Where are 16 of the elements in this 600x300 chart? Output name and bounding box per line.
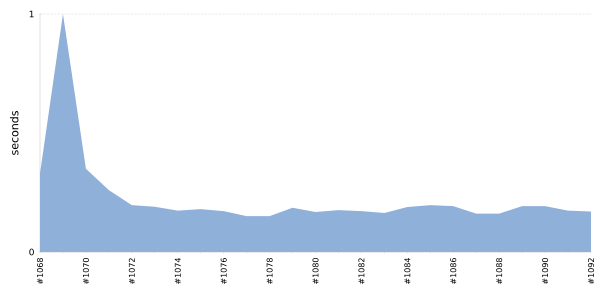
y-axis-title: seconds [10, 111, 18, 155]
x-tick-label: #1074 [174, 258, 181, 284]
y-tick-label: 1 [30, 10, 34, 18]
x-tick-label: #1086 [450, 258, 456, 284]
x-tick-label: #1084 [404, 258, 410, 284]
x-tick-label: #1070 [82, 258, 89, 284]
x-tick-label: #1080 [312, 258, 319, 284]
x-tick-label: #1078 [266, 258, 273, 284]
x-tick-label: #1068 [36, 258, 44, 284]
x-tick-label: #1072 [128, 258, 135, 284]
y-tick-label: 0 [29, 248, 34, 256]
x-tick-label: #1088 [496, 258, 502, 284]
x-tick-label: #1076 [220, 258, 227, 284]
x-tick-label: #1092 [588, 258, 594, 284]
x-tick-label: #1082 [358, 258, 364, 284]
x-tick-label: #1090 [542, 258, 548, 284]
